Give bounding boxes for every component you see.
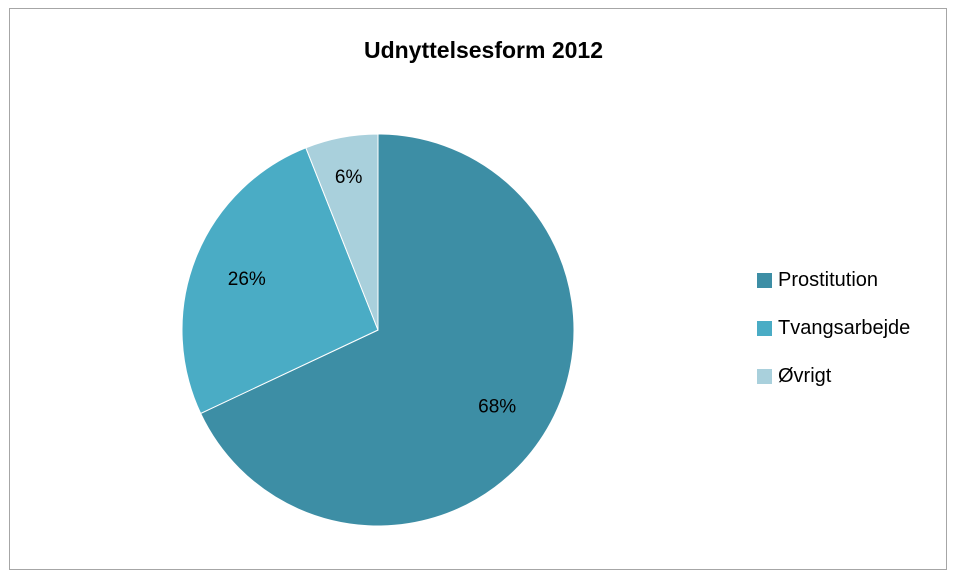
legend-label-prostitution: Prostitution: [778, 268, 879, 291]
data-label-ovrigt: 6%: [335, 167, 363, 188]
pie-slice-prostitution: [199, 133, 575, 527]
chart-title: Udnyttelsesform 2012: [363, 37, 604, 63]
legend: Prostitution Tvangsarbejde Øvrigt: [757, 268, 910, 412]
data-label-tvangsarbejde: 26%: [228, 269, 266, 290]
pie-slice-tvangsarbejde: [181, 147, 379, 415]
pie-slice-ovrigt: [305, 133, 379, 331]
data-label-prostitution: 68%: [478, 397, 516, 418]
legend-swatch-ovrigt: [757, 368, 772, 384]
legend-item-tvangsarbejde: Tvangsarbejde: [757, 316, 910, 340]
legend-swatch-tvangsarbejde: [757, 320, 772, 336]
legend-item-prostitution: Prostitution: [757, 268, 910, 292]
legend-item-ovrigt: Øvrigt: [757, 364, 910, 388]
legend-label-ovrigt: Øvrigt: [778, 364, 832, 387]
legend-swatch-prostitution: [757, 272, 772, 288]
legend-label-tvangsarbejde: Tvangsarbejde: [778, 316, 911, 339]
